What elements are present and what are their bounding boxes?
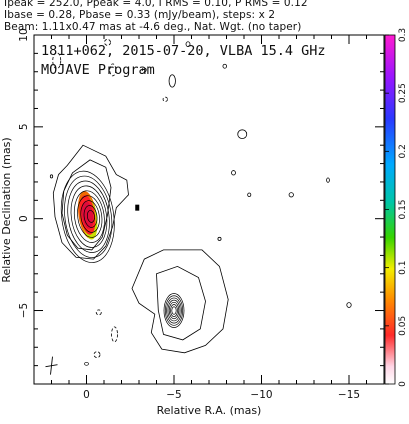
noise-contour	[247, 192, 252, 198]
x-tick-label: 0	[83, 389, 90, 401]
header-line-3: Beam: 1.11x0.47 mas at -4.6 deg., Nat. W…	[4, 21, 302, 33]
colorbar-tick-label: 0.05	[398, 316, 408, 336]
jet-contour	[164, 295, 184, 326]
colorbar-tick-label: 0	[398, 381, 408, 387]
negative-contour	[111, 326, 118, 343]
jet-contour	[170, 304, 178, 317]
core-contour	[70, 185, 108, 248]
core-contour	[64, 175, 113, 258]
jet-contour	[168, 301, 180, 320]
core-contour	[73, 190, 105, 243]
x-tick-label: −10	[250, 389, 272, 401]
core-outer-contour	[52, 144, 129, 260]
negative-contour	[162, 96, 168, 102]
noise-contour	[237, 129, 248, 139]
core-contour	[67, 180, 110, 253]
colorbar-tick-label: 0.15	[398, 199, 408, 219]
noise-contour	[49, 174, 54, 179]
negative-contour	[104, 38, 111, 46]
noise-contour	[168, 74, 176, 88]
jet-contour	[166, 297, 182, 324]
x-tick-label: −15	[338, 389, 360, 401]
negative-contour	[52, 52, 62, 70]
colorbar-tick-label: 0.2	[398, 144, 408, 158]
colorbar-tick-label: 0.25	[398, 83, 408, 103]
colorbar-tick-label: 0.3	[398, 28, 408, 42]
core-peak-blob	[135, 204, 140, 211]
noise-contour	[346, 302, 352, 308]
colorbar-tick-label: 0.1	[398, 261, 408, 275]
header-line-2: Ibase = 0.28, Pbase = 0.33 (mJy/beam), s…	[4, 9, 276, 21]
noise-contour	[84, 361, 89, 366]
jet-contour	[163, 293, 185, 328]
noise-contour	[288, 192, 294, 198]
noise-contour	[185, 41, 191, 47]
x-tick-label: −5	[166, 389, 181, 401]
contour-map	[45, 38, 352, 375]
axis-ticks: 0 −5 −10 −15 −5 0 5 10	[18, 28, 385, 401]
y-axis-label: Relative Declination (mas)	[0, 137, 13, 282]
y-tick-label: −5	[18, 303, 30, 318]
core-contour	[80, 200, 100, 233]
core-contour	[77, 195, 103, 238]
jet-contour	[167, 299, 181, 322]
map-subtitle: MOJAVE Program	[41, 62, 155, 78]
jet-contour	[171, 306, 177, 315]
negative-contour	[141, 67, 147, 73]
beam-cross	[50, 356, 53, 375]
noise-contour	[217, 236, 222, 241]
core-contour	[83, 205, 98, 228]
y-tick-label: 0	[18, 215, 30, 222]
noise-contour	[326, 177, 330, 183]
negative-contour	[93, 351, 101, 359]
core-contour	[61, 159, 112, 251]
noise-contour	[231, 170, 236, 176]
noise-contour	[222, 63, 227, 69]
y-tick-label: 10	[18, 28, 30, 41]
core-contour	[86, 210, 95, 223]
y-tick-label: 5	[18, 123, 30, 130]
colorbar: 0 0.05 0.1 0.15 0.2 0.25 0.3	[384, 28, 408, 387]
x-axis-label: Relative R.A. (mas)	[157, 404, 262, 417]
jet-contour	[156, 265, 206, 341]
negative-contour	[95, 309, 102, 316]
map-title: 1811+062, 2015-07-20, VLBA 15.4 GHz	[41, 43, 325, 59]
negative-contour	[109, 63, 117, 77]
header-line-1: Ipeak = 252.0, Ppeak = 4.0, I RMS = 0.10…	[4, 0, 308, 9]
core-contour	[60, 170, 115, 263]
jet-outer-contour	[131, 249, 229, 354]
